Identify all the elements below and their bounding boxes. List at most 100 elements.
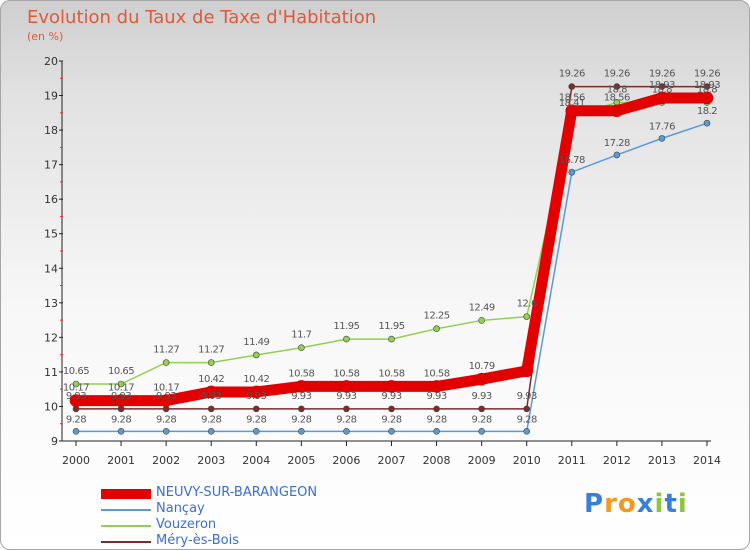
data-label: 9.28 — [517, 414, 537, 425]
data-point — [343, 428, 350, 435]
data-point — [523, 313, 531, 320]
data-label: 11.95 — [378, 321, 404, 332]
data-label: 18.93 — [694, 80, 720, 91]
logo-letter: r — [604, 489, 618, 519]
data-label: 9.93 — [246, 391, 266, 402]
legend-swatch — [101, 509, 151, 511]
data-point — [340, 380, 353, 393]
data-point — [703, 119, 711, 127]
data-label: 9.28 — [246, 414, 266, 425]
data-point — [388, 428, 395, 435]
legend-swatch — [101, 541, 151, 543]
y-tick-label: 14 — [44, 262, 58, 275]
data-point — [114, 394, 128, 407]
data-point — [204, 385, 218, 399]
data-label: 10.79 — [469, 361, 495, 372]
data-label: 19.26 — [604, 69, 630, 80]
proxiti-logo: Proxiti — [584, 489, 688, 519]
chart-legend: NEUVY-SUR-BARANGEON Nançay Vouzeron Méry-ès… — [101, 485, 401, 549]
data-point — [523, 405, 531, 413]
data-label: 9.28 — [336, 414, 356, 425]
data-point — [568, 168, 576, 176]
y-tick-label: 12 — [44, 331, 58, 344]
x-tick-label: 2000 — [62, 454, 90, 467]
legend-item: NEUVY-SUR-BARANGEON — [101, 485, 401, 502]
data-label: 9.93 — [381, 391, 401, 402]
data-point — [207, 405, 215, 413]
data-point — [117, 428, 125, 435]
x-tick-label: 2004 — [242, 454, 270, 467]
logo-letter: P — [584, 489, 605, 519]
logo-letter: x — [636, 489, 655, 519]
data-point — [298, 344, 305, 352]
data-point — [568, 83, 576, 90]
data-label: 9.28 — [66, 414, 86, 425]
data-label: 9.28 — [472, 414, 492, 425]
data-label: 9.93 — [111, 391, 131, 402]
data-point — [655, 91, 669, 105]
data-point — [343, 335, 350, 343]
data-label: 10.42 — [198, 374, 224, 385]
legend-swatch — [101, 525, 151, 527]
x-tick-label: 2008 — [423, 454, 451, 467]
y-tick-label: 13 — [44, 297, 58, 310]
y-tick-label: 16 — [44, 193, 58, 206]
data-label: 10.58 — [333, 368, 359, 379]
data-point — [252, 405, 260, 413]
data-label: 18.56 — [559, 93, 585, 104]
x-tick-label: 2013 — [648, 454, 676, 467]
data-point — [385, 380, 398, 393]
data-label: 10.65 — [108, 366, 134, 377]
data-point — [159, 394, 173, 407]
data-label: 19.26 — [649, 69, 675, 80]
y-tick-label: 9 — [51, 435, 58, 448]
x-tick-label: 2007 — [378, 454, 406, 467]
data-label: 10.17 — [63, 383, 89, 394]
data-point — [69, 394, 83, 407]
data-label: 9.28 — [156, 414, 176, 425]
x-tick-label: 2011 — [558, 454, 586, 467]
data-label: 18.8 — [652, 84, 672, 95]
legend-label: Méry-ès-Bois — [156, 533, 239, 548]
x-tick-label: 2010 — [513, 454, 541, 467]
data-point — [162, 359, 170, 366]
data-point — [475, 372, 488, 386]
data-label: 9.28 — [426, 414, 446, 425]
data-point — [433, 405, 440, 413]
data-point — [478, 317, 485, 324]
y-tick-label: 17 — [44, 159, 58, 172]
data-point — [658, 83, 666, 90]
x-tick-label: 2003 — [197, 454, 225, 467]
data-point — [252, 428, 260, 435]
data-point — [207, 359, 215, 366]
x-tick-label: 2006 — [332, 454, 360, 467]
data-label: 9.93 — [291, 391, 311, 402]
data-label: 10.58 — [424, 368, 450, 379]
data-point — [388, 405, 395, 413]
series-line-3 — [75, 85, 708, 410]
data-label: 18.8 — [607, 84, 627, 95]
data-point — [388, 335, 395, 343]
y-tick-label: 19 — [44, 90, 58, 103]
data-point — [430, 380, 443, 393]
data-point — [295, 380, 308, 393]
data-label: 9.28 — [111, 414, 131, 425]
data-point — [478, 405, 485, 413]
chart-subtitle: (en %) — [27, 30, 64, 43]
legend-swatch — [101, 489, 151, 499]
data-label: 9.28 — [201, 414, 221, 425]
data-point — [433, 428, 440, 435]
data-point — [478, 428, 485, 435]
legend-item: Nançay — [101, 501, 401, 518]
x-tick-label: 2014 — [693, 454, 721, 467]
legend-label: NEUVY-SUR-BARANGEON — [156, 485, 318, 500]
data-point — [700, 91, 714, 105]
data-point — [252, 351, 260, 359]
data-label: 9.93 — [426, 391, 446, 402]
data-label: 17.76 — [649, 121, 675, 132]
data-label: 11.95 — [333, 321, 359, 332]
data-label: 9.28 — [381, 414, 401, 425]
data-label: 19.26 — [559, 69, 585, 80]
data-label: 10.58 — [378, 368, 404, 379]
